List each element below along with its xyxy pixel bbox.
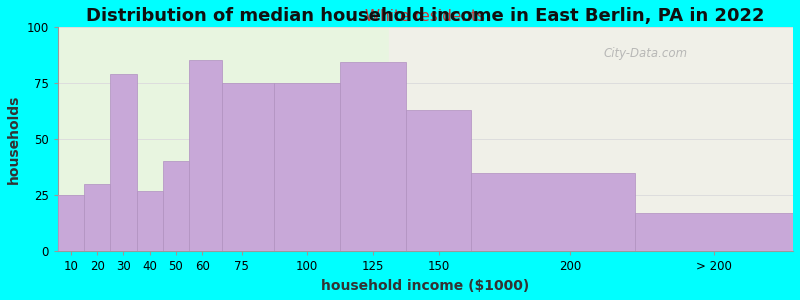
Text: White residents: White residents: [366, 9, 486, 24]
Text: City-Data.com: City-Data.com: [604, 47, 688, 60]
Bar: [389, 26, 793, 251]
Bar: [274, 83, 340, 251]
Title: Distribution of median household income in East Berlin, PA in 2022: Distribution of median household income …: [86, 7, 765, 25]
Bar: [471, 173, 635, 251]
Bar: [163, 161, 189, 251]
X-axis label: household income ($1000): household income ($1000): [322, 279, 530, 293]
Bar: [222, 83, 274, 251]
Bar: [635, 213, 793, 251]
Bar: [189, 60, 222, 251]
Bar: [406, 110, 471, 251]
Bar: [58, 195, 84, 251]
Y-axis label: households: households: [7, 94, 21, 184]
Bar: [137, 191, 163, 251]
Bar: [340, 62, 406, 251]
Bar: [84, 184, 110, 251]
Bar: [110, 74, 137, 251]
